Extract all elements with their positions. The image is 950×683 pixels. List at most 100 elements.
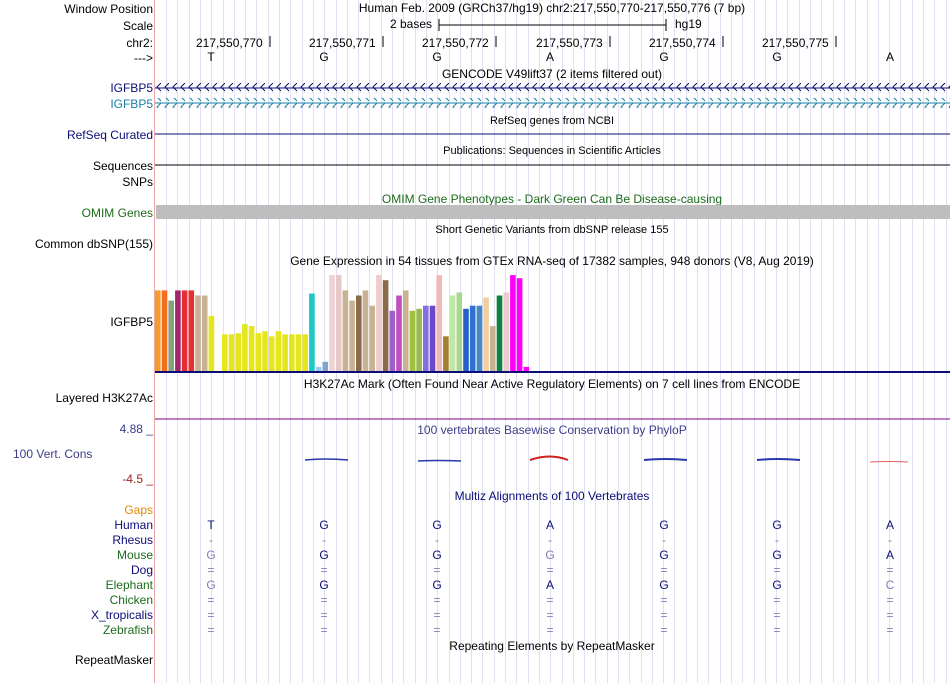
gtex-bar[interactable] (423, 305, 429, 372)
gtex-bar[interactable] (510, 275, 516, 372)
position-ticks (269, 36, 837, 47)
gtex-label[interactable]: IGFBP5 (110, 315, 153, 329)
gtex-bar[interactable] (376, 275, 382, 372)
gtex-bar[interactable] (402, 290, 409, 372)
refseq-label[interactable]: RefSeq Curated (66, 128, 153, 142)
gtex-bar[interactable] (168, 300, 174, 372)
gencode-item-label[interactable]: IGFBP5 (110, 81, 153, 95)
alignment-base: = (660, 608, 668, 622)
species-label[interactable]: Zebrafish (102, 623, 153, 637)
gtex-bar[interactable] (476, 305, 483, 372)
window-position-label[interactable]: Window Position (64, 2, 153, 16)
gtex-bar[interactable] (429, 305, 436, 372)
species-label[interactable]: Elephant (105, 578, 153, 592)
gtex-bar[interactable] (329, 275, 335, 372)
species-label[interactable]: Rhesus (112, 533, 153, 547)
alignment-base: A (885, 548, 894, 562)
gtex-bar[interactable] (362, 290, 369, 372)
gtex-bar[interactable] (456, 292, 463, 372)
species-label[interactable]: Chicken (109, 593, 153, 607)
gtex-bar[interactable] (356, 295, 362, 373)
position-label: 217,550,775 (762, 36, 829, 50)
gtex-bar[interactable] (175, 290, 181, 372)
gtex-bar[interactable] (228, 334, 235, 372)
gtex-bar[interactable] (282, 334, 288, 372)
gtex-bar[interactable] (409, 310, 416, 372)
alignment-base: C (885, 578, 895, 592)
gtex-bar[interactable] (516, 278, 523, 372)
omim-feature-bar[interactable] (156, 205, 950, 219)
species-label[interactable]: Mouse (116, 548, 153, 562)
gtex-bar[interactable] (483, 297, 489, 373)
rmsk-title: Repeating Elements by RepeatMasker (449, 639, 655, 653)
gtex-bar-chart[interactable] (155, 268, 535, 372)
gtex-bar[interactable] (195, 295, 201, 373)
gtex-bar[interactable] (255, 333, 262, 372)
gtex-bar[interactable] (161, 290, 168, 372)
gtex-bar[interactable] (369, 305, 375, 372)
dbsnp-label[interactable]: Common dbSNP(155) (34, 237, 153, 251)
gtex-bar[interactable] (309, 293, 315, 373)
gtex-bar[interactable] (188, 290, 195, 372)
snps-label[interactable]: SNPs (122, 175, 153, 189)
publications-label[interactable]: Sequences (92, 159, 153, 173)
gtex-bar[interactable] (490, 326, 496, 372)
gencode-gene-models[interactable] (155, 82, 950, 108)
dbsnp-title: Short Genetic Variants from dbSNP releas… (435, 224, 669, 236)
ref-base: G (772, 50, 782, 64)
gtex-bar[interactable] (275, 331, 282, 372)
cons-min-label: -4.5 _ (122, 472, 153, 486)
publications-line[interactable] (155, 164, 950, 167)
scale-text: 2 bases (390, 17, 433, 31)
gtex-bar[interactable] (389, 310, 396, 372)
alignment-base: = (773, 623, 781, 637)
gtex-bar[interactable] (201, 295, 208, 373)
gtex-bar[interactable] (463, 308, 469, 372)
alignment-base: = (886, 623, 894, 637)
gtex-bar[interactable] (322, 361, 329, 372)
gtex-title: Gene Expression in 54 tissues from GTEx … (290, 254, 814, 268)
gtex-bar[interactable] (335, 275, 342, 372)
gtex-bar[interactable] (242, 324, 248, 372)
gtex-bar[interactable] (315, 366, 322, 372)
gtex-bar[interactable] (469, 305, 476, 372)
alignment-base: = (207, 623, 215, 637)
gtex-bar[interactable] (268, 336, 275, 372)
alignment-base: - (662, 533, 666, 547)
gtex-bar[interactable] (302, 334, 308, 372)
gencode-item-label[interactable]: IGFBP5 (110, 97, 153, 111)
refseq-gene-line[interactable] (155, 133, 950, 136)
gtex-bar[interactable] (503, 292, 509, 372)
gtex-bar[interactable] (155, 290, 161, 372)
gtex-bar[interactable] (289, 334, 295, 372)
rmsk-label[interactable]: RepeatMasker (74, 653, 153, 667)
alignment-base: = (433, 608, 441, 622)
species-label[interactable]: X_tropicalis (90, 608, 153, 622)
gtex-bar[interactable] (235, 333, 241, 372)
species-label[interactable]: Human (114, 518, 153, 532)
gtex-bar[interactable] (181, 290, 188, 372)
gtex-bar[interactable] (443, 336, 449, 372)
gtex-bar[interactable] (523, 366, 530, 372)
alignment-base: = (207, 608, 215, 622)
gtex-bar[interactable] (208, 315, 215, 372)
gtex-bar[interactable] (416, 308, 422, 372)
gtex-bar[interactable] (382, 280, 389, 372)
h3k27ac-label[interactable]: Layered H3K27Ac (55, 391, 153, 405)
cons-wiggle[interactable] (155, 452, 950, 466)
gtex-bar[interactable] (222, 334, 228, 372)
gtex-bar[interactable] (496, 295, 503, 373)
gtex-bar[interactable] (436, 275, 442, 372)
omim-label[interactable]: OMIM Genes (81, 206, 153, 220)
alignment-base: - (435, 533, 439, 547)
species-label[interactable]: Dog (130, 563, 153, 577)
gtex-bar[interactable] (449, 295, 456, 373)
gtex-bar[interactable] (248, 326, 255, 372)
gtex-bar[interactable] (396, 295, 402, 373)
gaps-label[interactable]: Gaps (124, 503, 153, 517)
gtex-bar[interactable] (262, 331, 268, 372)
gtex-bar[interactable] (295, 334, 302, 372)
cons-label[interactable]: 100 Vert. Cons (13, 447, 93, 461)
gtex-bar[interactable] (342, 290, 349, 372)
gtex-bar[interactable] (349, 300, 355, 372)
